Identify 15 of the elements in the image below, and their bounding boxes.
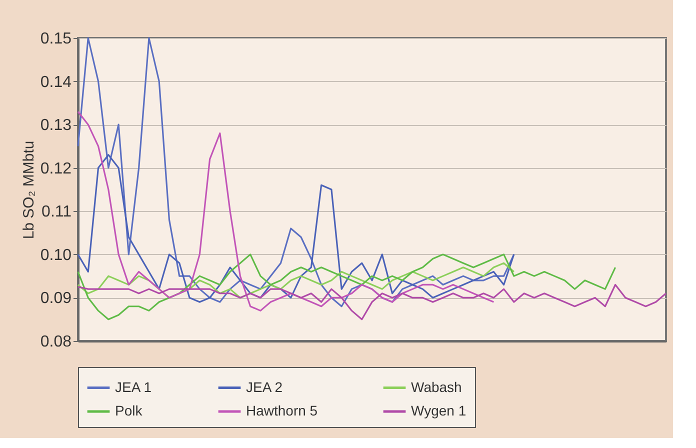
- y-tick-label: 0.10: [40, 246, 72, 264]
- y-tick-label: 0.12: [40, 160, 72, 178]
- legend-label: Wygen 1: [411, 402, 466, 418]
- y-tick-label: 0.14: [40, 74, 72, 91]
- legend-label: JEA 2: [246, 378, 283, 395]
- y-tick-label: 0.11: [42, 204, 72, 221]
- legend-label: Polk: [115, 402, 144, 418]
- y-tick-label: 0.09: [40, 290, 72, 308]
- y-tick-label: 0.08: [40, 334, 72, 350]
- y-tick-label: 0.13: [40, 117, 72, 134]
- legend-label: Wabash: [411, 378, 462, 395]
- legend-label: Hawthorn 5: [246, 402, 318, 418]
- y-axis-title: Lb SO₂ MMbtu: [20, 140, 38, 240]
- legend-label: JEA 1: [115, 378, 152, 395]
- y-tick-label: 0.15: [40, 30, 72, 48]
